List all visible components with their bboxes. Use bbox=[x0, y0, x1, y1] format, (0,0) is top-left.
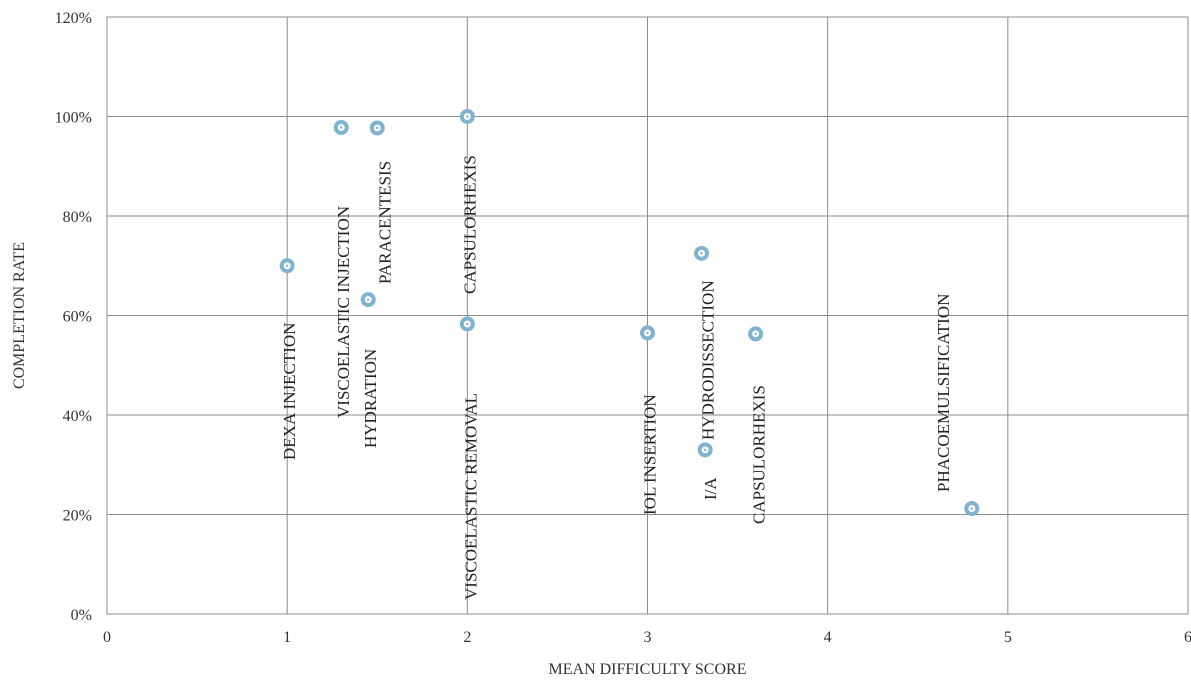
data-point-center bbox=[646, 331, 649, 335]
point-label: VISCOELASTIC REMOVAL bbox=[461, 393, 480, 600]
data-point-center bbox=[466, 115, 469, 118]
point-label: PHACOEMULSIFICATION bbox=[934, 294, 953, 492]
data-point-center bbox=[376, 126, 379, 130]
y-tick-label: 120% bbox=[55, 10, 92, 27]
axis-ticks: 0 1 2 3 4 5 60%20%40%60%80%100%120% bbox=[55, 10, 1191, 646]
x-tick-label: 5 bbox=[1004, 629, 1012, 646]
data-point-center bbox=[754, 332, 757, 336]
point-label: VISCOELASTIC INJECTION bbox=[334, 206, 353, 418]
point-label: DEXA INJECTION bbox=[280, 323, 299, 460]
x-tick-label: 6 bbox=[1184, 629, 1191, 646]
y-tick-label: 0% bbox=[71, 607, 92, 624]
data-points bbox=[279, 109, 980, 517]
point-label: PARACENTESIS bbox=[375, 161, 394, 284]
y-tick-label: 20% bbox=[63, 508, 92, 525]
point-label: I/A bbox=[701, 477, 720, 500]
data-point-center bbox=[970, 507, 973, 510]
point-label: IOL INSERTION bbox=[641, 394, 660, 515]
data-point-center bbox=[340, 126, 343, 129]
x-tick-label: 0 bbox=[103, 629, 111, 646]
point-label: HYDRODISSECTION bbox=[699, 280, 718, 440]
point-label: CAPSULORHEXIS bbox=[460, 155, 479, 294]
y-tick-label: 40% bbox=[63, 408, 92, 425]
data-point-center bbox=[367, 298, 370, 301]
grid bbox=[107, 17, 1188, 614]
data-point-center bbox=[703, 448, 707, 452]
data-point-center bbox=[466, 322, 469, 326]
x-tick-label: 2 bbox=[463, 629, 471, 646]
plot-area bbox=[106, 16, 1189, 615]
point-label: CAPSULORHEXIS bbox=[750, 385, 769, 524]
y-tick-label: 100% bbox=[55, 110, 92, 127]
x-tick-label: 1 bbox=[283, 629, 291, 646]
data-point-center bbox=[700, 252, 703, 255]
y-tick-label: 60% bbox=[63, 309, 92, 326]
x-tick-label: 3 bbox=[644, 629, 652, 646]
point-labels: DEXA INJECTION VISCOELASTIC INJECTION HYDR… bbox=[280, 155, 953, 600]
y-tick-label: 80% bbox=[63, 209, 92, 226]
data-point-center bbox=[285, 264, 289, 267]
y-axis-title: COMPLETION RATE bbox=[11, 242, 28, 389]
x-axis-title: MEAN DIFFICULTY SCORE bbox=[549, 661, 747, 678]
x-tick-label: 4 bbox=[824, 629, 832, 646]
point-label: HYDRATION bbox=[361, 349, 380, 448]
